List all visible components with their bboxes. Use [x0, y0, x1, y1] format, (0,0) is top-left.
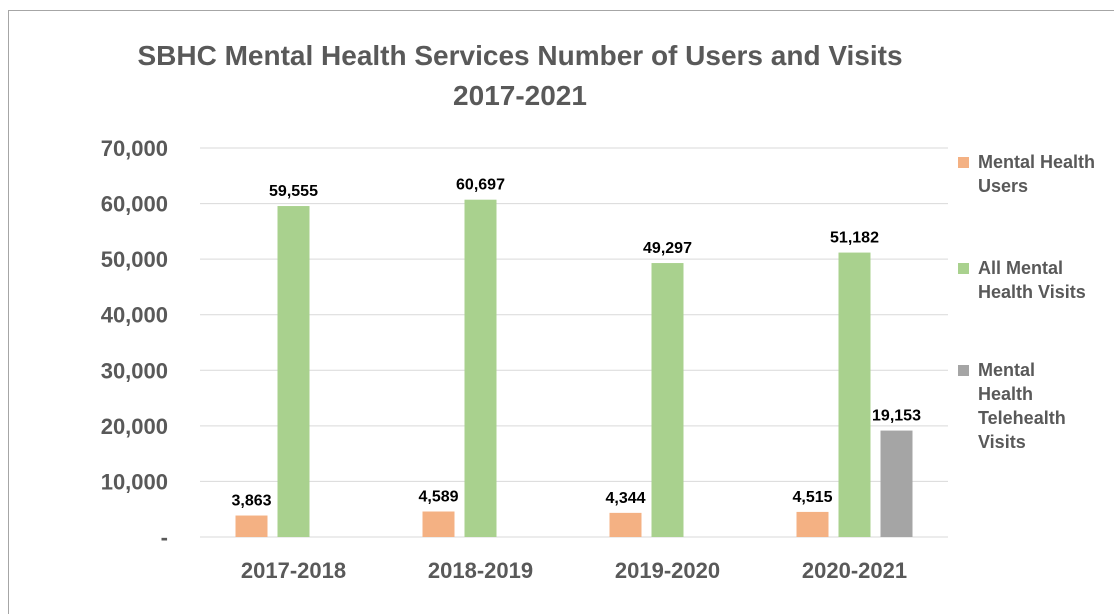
x-axis-ticks: 2017-2018 2018-2019 2019-2020 2020-2021 — [241, 558, 907, 583]
x-tick-label: 2017-2018 — [241, 558, 346, 583]
bars — [235, 199, 913, 537]
legend-swatch-telehealth — [958, 365, 969, 376]
bar — [277, 206, 310, 537]
bar — [235, 515, 268, 537]
data-label: 19,153 — [872, 408, 921, 425]
data-label: 51,182 — [830, 230, 879, 247]
chart-title-line-1: SBHC Mental Health Services Number of Us… — [137, 40, 903, 71]
legend-label-visits: All Mental Health Visits — [978, 258, 1086, 302]
legend-swatch-visits — [958, 263, 969, 274]
y-tick-label: 10,000 — [101, 469, 168, 494]
y-tick-label: 50,000 — [101, 247, 168, 272]
data-label: 3,863 — [231, 493, 271, 510]
y-tick-label: - — [161, 525, 168, 550]
bar — [880, 430, 913, 537]
data-labels: 3,863 59,555 4,589 60,697 4,344 49,297 4,515 51… — [231, 177, 921, 510]
x-tick-label: 2020-2021 — [802, 558, 907, 583]
data-label: 4,515 — [792, 489, 832, 506]
y-tick-label: 70,000 — [101, 136, 168, 161]
data-label: 59,555 — [269, 183, 318, 200]
bar — [609, 512, 642, 537]
legend-swatch-users — [958, 157, 969, 168]
y-tick-label: 30,000 — [101, 358, 168, 383]
bar — [838, 252, 871, 537]
y-tick-label: 60,000 — [101, 192, 168, 217]
legend-label-users: Mental Health Users — [978, 152, 1096, 196]
data-label: 60,697 — [456, 177, 505, 194]
gridlines — [200, 147, 948, 538]
bar — [651, 263, 684, 537]
data-label: 4,589 — [418, 488, 458, 505]
bar-chart: - 10,000 20,000 30,000 40,000 50,000 60,000 70,… — [101, 136, 948, 583]
y-tick-label: 40,000 — [101, 303, 168, 328]
x-tick-label: 2018-2019 — [428, 558, 533, 583]
chart-title-line-2: 2017-2021 — [453, 80, 587, 111]
bar — [422, 511, 455, 537]
chart-frame — [8, 10, 1114, 614]
bar — [796, 511, 829, 537]
y-axis-ticks: - 10,000 20,000 30,000 40,000 50,000 60,000 70,… — [101, 136, 168, 550]
bar — [464, 199, 497, 537]
data-label: 4,344 — [605, 490, 645, 507]
x-tick-label: 2019-2020 — [615, 558, 720, 583]
chart-title: SBHC Mental Health Services Number of Us… — [20, 36, 1020, 116]
y-tick-label: 20,000 — [101, 414, 168, 439]
data-label: 49,297 — [643, 240, 692, 257]
legend-label-telehealth: Mental Health Telehealth Visits — [978, 360, 1066, 452]
